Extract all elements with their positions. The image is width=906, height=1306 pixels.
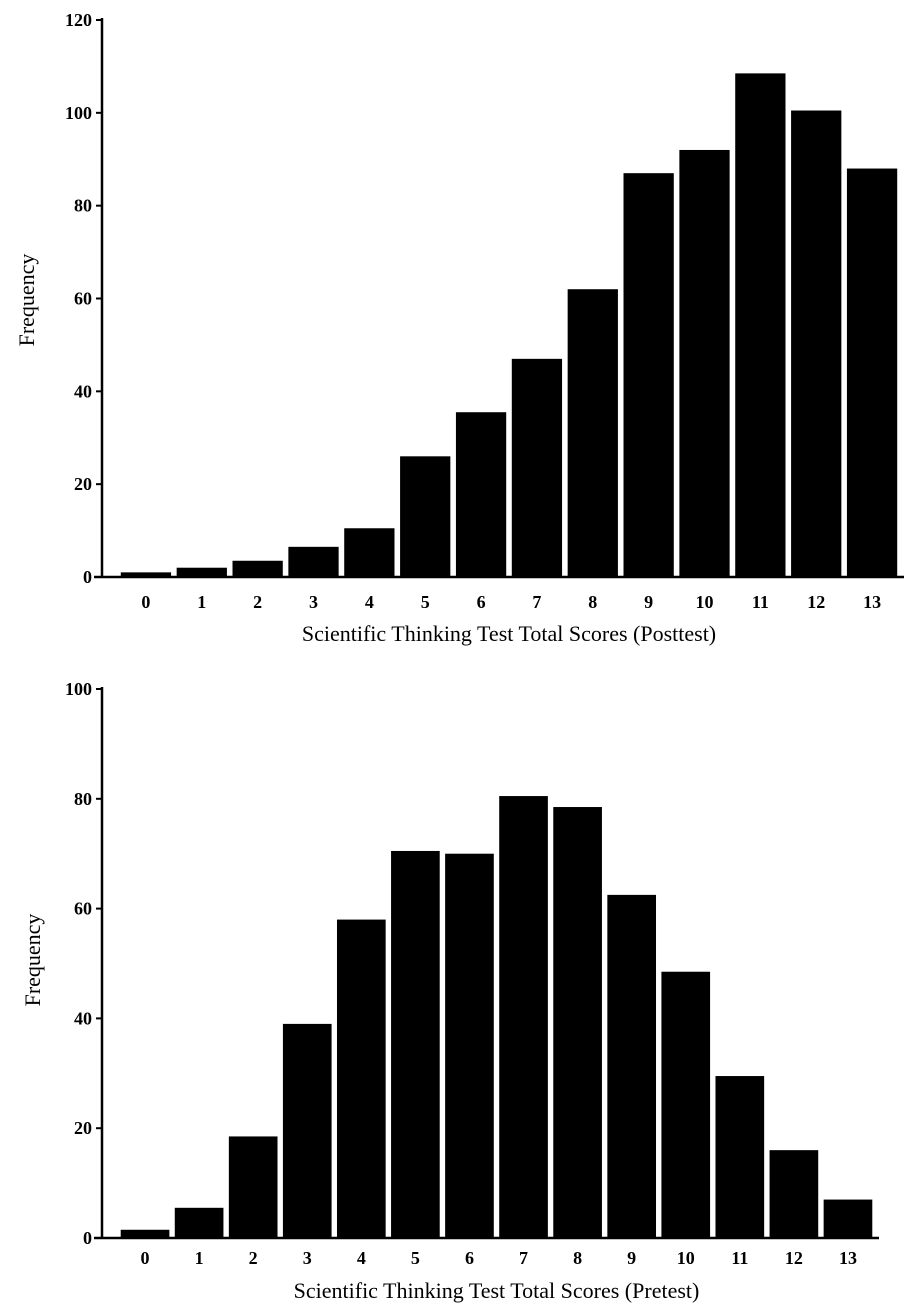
pretest-bar-7 <box>499 796 548 1238</box>
pretest-bar-6 <box>445 853 494 1238</box>
posttest-bar-13 <box>846 168 898 578</box>
posttest-bar-6 <box>455 412 507 577</box>
pretest-x-tick-label: 11 <box>731 1248 748 1268</box>
pretest-bar-10 <box>661 971 711 1238</box>
posttest-y-tick-label: 80 <box>74 196 92 216</box>
pretest-y-tick-label: 40 <box>74 1008 92 1028</box>
pretest-y-tick-label: 100 <box>65 679 92 699</box>
posttest-y-axis-title: Frequency <box>14 254 39 347</box>
pretest-bar-13 <box>823 1199 873 1238</box>
posttest-bar-8 <box>567 289 618 577</box>
posttest-x-tick-label: 13 <box>863 592 881 612</box>
pretest-bar-11 <box>715 1076 765 1238</box>
posttest-y-tick-label: 60 <box>74 289 92 309</box>
pretest-y-tick-label: 60 <box>74 899 92 919</box>
posttest-x-tick-label: 1 <box>197 592 206 612</box>
pretest-y-tick-label: 0 <box>83 1228 92 1248</box>
posttest-chart: Frequency Scientific Thinking Test Total… <box>0 0 906 650</box>
posttest-x-tick-label: 5 <box>421 592 430 612</box>
pretest-bar-4 <box>336 919 386 1238</box>
posttest-bar-11 <box>735 73 786 578</box>
pretest-y-tick-label: 20 <box>74 1118 92 1138</box>
pretest-x-tick-label: 13 <box>839 1248 857 1268</box>
pretest-x-tick-label: 0 <box>141 1248 150 1268</box>
posttest-bar-0 <box>120 572 172 577</box>
posttest-bar-9 <box>623 173 674 578</box>
pretest-bar-12 <box>769 1150 819 1238</box>
pretest-x-tick-label: 2 <box>249 1248 258 1268</box>
pretest-x-axis-title: Scientific Thinking Test Total Scores (P… <box>294 1278 700 1303</box>
posttest-bar-2 <box>232 560 283 577</box>
pretest-x-tick-label: 12 <box>785 1248 803 1268</box>
posttest-x-tick-label: 0 <box>141 592 150 612</box>
pretest-bar-0 <box>120 1229 170 1238</box>
pretest-bar-2 <box>228 1136 278 1238</box>
posttest-y-tick-label: 100 <box>65 103 92 123</box>
pretest-x-tick-label: 1 <box>195 1248 204 1268</box>
posttest-bar-5 <box>400 456 451 577</box>
posttest-bar-12 <box>791 110 842 577</box>
pretest-x-tick-label: 7 <box>519 1248 528 1268</box>
pretest-y-tick-label: 80 <box>74 789 92 809</box>
posttest-bar-1 <box>176 567 227 577</box>
pretest-bar-3 <box>282 1023 332 1238</box>
posttest-x-tick-label: 3 <box>309 592 318 612</box>
pretest-x-tick-label: 3 <box>303 1248 312 1268</box>
posttest-y-tick-label: 0 <box>83 567 92 587</box>
pretest-chart: Frequency Scientific Thinking Test Total… <box>0 650 906 1306</box>
posttest-bar-3 <box>288 546 339 577</box>
posttest-x-tick-label: 4 <box>365 592 374 612</box>
pretest-x-tick-label: 9 <box>627 1248 636 1268</box>
pretest-bar-5 <box>391 850 440 1238</box>
pretest-x-tick-label: 8 <box>573 1248 582 1268</box>
pretest-x-tick-label: 6 <box>465 1248 474 1268</box>
posttest-y-tick-label: 120 <box>65 10 92 30</box>
posttest-x-tick-label: 11 <box>752 592 769 612</box>
posttest-bar-4 <box>344 528 395 577</box>
posttest-x-axis-title: Scientific Thinking Test Total Scores (P… <box>302 621 716 646</box>
posttest-y-tick-label: 40 <box>74 381 92 401</box>
pretest-bar-9 <box>607 894 657 1238</box>
pretest-chart-svg: Frequency Scientific Thinking Test Total… <box>20 679 879 1303</box>
posttest-x-tick-label: 7 <box>532 592 541 612</box>
pretest-bar-1 <box>174 1207 224 1238</box>
posttest-chart-svg: Frequency Scientific Thinking Test Total… <box>14 10 904 646</box>
pretest-bar-8 <box>553 807 602 1238</box>
posttest-x-tick-label: 10 <box>696 592 714 612</box>
pretest-x-tick-label: 4 <box>357 1248 366 1268</box>
posttest-x-tick-label: 6 <box>477 592 486 612</box>
posttest-x-tick-label: 12 <box>807 592 825 612</box>
pretest-x-tick-label: 5 <box>411 1248 420 1268</box>
posttest-x-tick-label: 8 <box>588 592 597 612</box>
posttest-bar-10 <box>679 149 730 577</box>
posttest-y-tick-label: 20 <box>74 474 92 494</box>
posttest-x-tick-label: 9 <box>644 592 653 612</box>
pretest-x-tick-label: 10 <box>677 1248 695 1268</box>
posttest-x-tick-label: 2 <box>253 592 262 612</box>
posttest-bar-7 <box>511 358 563 577</box>
pretest-y-axis-title: Frequency <box>20 914 45 1007</box>
